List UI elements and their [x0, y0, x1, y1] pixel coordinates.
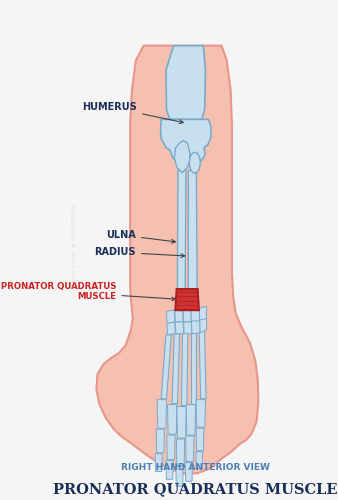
Polygon shape: [161, 120, 211, 160]
Polygon shape: [191, 321, 200, 334]
Polygon shape: [182, 333, 188, 406]
Polygon shape: [155, 454, 162, 471]
Polygon shape: [191, 332, 196, 404]
Polygon shape: [196, 400, 206, 427]
Polygon shape: [168, 404, 177, 434]
Polygon shape: [96, 46, 258, 474]
Polygon shape: [186, 436, 194, 462]
Polygon shape: [167, 322, 175, 335]
Text: ULNA: ULNA: [106, 230, 175, 243]
Polygon shape: [200, 318, 207, 333]
Polygon shape: [176, 439, 185, 466]
Text: RIGHT HAND ANTERIOR VIEW: RIGHT HAND ANTERIOR VIEW: [121, 462, 270, 471]
Polygon shape: [196, 428, 204, 451]
Polygon shape: [166, 46, 206, 120]
Polygon shape: [199, 330, 206, 398]
Polygon shape: [167, 435, 175, 460]
Text: Adobe Stock # 494949138: Adobe Stock # 494949138: [72, 205, 76, 290]
Polygon shape: [174, 140, 190, 172]
Polygon shape: [166, 460, 173, 479]
Polygon shape: [191, 309, 200, 322]
Polygon shape: [177, 406, 186, 438]
Text: PRONATOR QUADRATUS MUSCLE: PRONATOR QUADRATUS MUSCLE: [53, 482, 338, 496]
Polygon shape: [196, 452, 202, 468]
Circle shape: [189, 152, 200, 173]
Polygon shape: [188, 170, 197, 289]
Polygon shape: [186, 404, 196, 435]
Polygon shape: [175, 310, 183, 322]
Polygon shape: [172, 334, 179, 404]
Text: PRONATOR QUADRATUS
MUSCLE: PRONATOR QUADRATUS MUSCLE: [1, 282, 175, 301]
Text: RADIUS: RADIUS: [94, 247, 185, 258]
Polygon shape: [184, 322, 192, 334]
Polygon shape: [175, 289, 199, 310]
Polygon shape: [167, 310, 175, 324]
Polygon shape: [175, 322, 184, 334]
Polygon shape: [183, 310, 191, 322]
Polygon shape: [185, 462, 192, 481]
Polygon shape: [161, 335, 171, 398]
Polygon shape: [177, 170, 186, 289]
Polygon shape: [199, 306, 207, 321]
Text: HUMERUS: HUMERUS: [82, 102, 183, 124]
Polygon shape: [176, 466, 183, 486]
Polygon shape: [157, 400, 167, 428]
Polygon shape: [156, 429, 164, 453]
